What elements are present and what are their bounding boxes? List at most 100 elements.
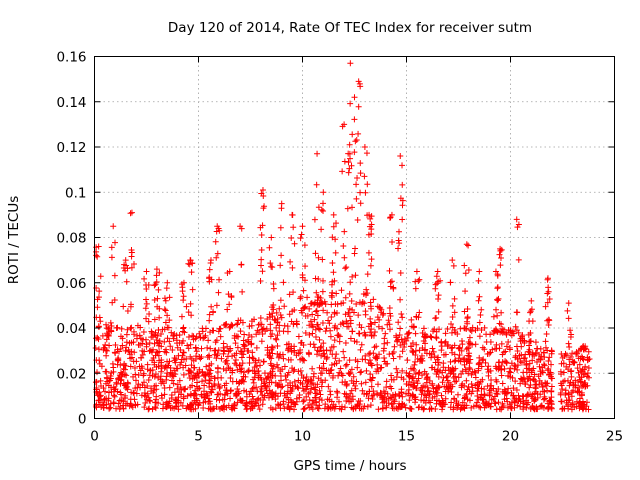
data-point xyxy=(214,351,221,358)
data-point xyxy=(286,291,293,298)
data-point xyxy=(397,403,404,410)
data-point xyxy=(139,336,146,343)
data-point xyxy=(131,260,138,267)
data-point xyxy=(431,326,438,333)
data-point xyxy=(517,375,524,382)
data-point xyxy=(128,209,135,216)
data-point xyxy=(121,261,128,268)
data-point xyxy=(276,381,283,388)
data-point xyxy=(249,349,256,356)
data-point xyxy=(416,369,423,376)
data-point xyxy=(466,353,473,360)
data-point xyxy=(126,351,133,358)
data-point xyxy=(423,374,430,381)
data-point xyxy=(353,378,360,385)
data-point xyxy=(565,300,572,307)
data-point xyxy=(192,344,199,351)
data-point xyxy=(403,380,410,387)
data-point xyxy=(106,405,113,412)
data-point xyxy=(113,379,120,386)
data-point xyxy=(566,361,573,368)
data-point xyxy=(441,340,448,347)
data-point xyxy=(447,358,454,365)
data-point xyxy=(303,373,310,380)
data-point xyxy=(352,356,359,363)
data-point xyxy=(416,404,423,411)
data-point xyxy=(381,355,388,362)
data-point xyxy=(300,398,307,405)
data-point xyxy=(487,331,494,338)
data-point xyxy=(548,405,555,412)
data-point xyxy=(465,344,472,351)
data-point xyxy=(188,269,195,276)
data-point xyxy=(195,402,202,409)
data-point xyxy=(419,344,426,351)
data-point xyxy=(375,406,382,413)
data-point xyxy=(435,296,442,303)
data-point xyxy=(399,393,406,400)
data-point xyxy=(415,404,422,411)
data-point xyxy=(564,377,571,384)
data-point xyxy=(345,370,352,377)
data-point xyxy=(400,376,407,383)
data-point xyxy=(465,266,472,273)
data-point xyxy=(450,374,457,381)
data-point xyxy=(364,290,371,297)
data-point xyxy=(442,338,449,345)
data-point xyxy=(433,397,440,404)
data-point xyxy=(513,343,520,350)
data-point xyxy=(492,326,499,333)
data-point xyxy=(270,363,277,370)
data-point xyxy=(383,384,390,391)
data-point xyxy=(220,348,227,355)
data-point xyxy=(569,350,576,357)
data-point xyxy=(309,330,316,337)
data-point xyxy=(413,313,420,320)
data-point xyxy=(122,257,129,264)
data-point xyxy=(311,216,318,223)
data-point xyxy=(249,393,256,400)
data-point xyxy=(399,348,406,355)
data-point xyxy=(403,337,410,344)
data-point xyxy=(208,303,215,310)
data-point xyxy=(266,387,273,394)
data-point xyxy=(326,320,333,327)
data-point xyxy=(227,395,234,402)
data-point xyxy=(507,403,514,410)
data-point xyxy=(585,348,592,355)
data-point xyxy=(396,331,403,338)
data-point xyxy=(526,346,533,353)
data-point xyxy=(281,303,288,310)
data-point xyxy=(95,346,102,353)
data-point xyxy=(397,153,404,160)
data-point xyxy=(349,273,356,280)
data-point xyxy=(310,341,317,348)
data-point xyxy=(132,377,139,384)
data-point xyxy=(444,373,451,380)
data-point xyxy=(545,404,552,411)
data-point xyxy=(180,337,187,344)
data-point xyxy=(354,364,361,371)
data-point xyxy=(438,392,445,399)
data-point xyxy=(127,363,134,370)
data-point xyxy=(442,388,449,395)
data-point xyxy=(151,297,158,304)
data-point xyxy=(477,404,484,411)
data-point xyxy=(544,380,551,387)
data-point xyxy=(540,349,547,356)
data-point xyxy=(332,249,339,256)
data-point xyxy=(435,383,442,390)
data-point xyxy=(349,306,356,313)
data-point xyxy=(214,250,221,257)
data-point xyxy=(364,390,371,397)
data-point xyxy=(469,368,476,375)
data-point xyxy=(435,373,442,380)
data-point xyxy=(332,355,339,362)
data-point xyxy=(106,342,113,349)
data-point xyxy=(498,309,505,316)
data-point xyxy=(224,306,231,313)
data-point xyxy=(259,222,266,229)
data-point xyxy=(148,334,155,341)
data-point xyxy=(318,383,325,390)
data-point xyxy=(557,368,564,375)
